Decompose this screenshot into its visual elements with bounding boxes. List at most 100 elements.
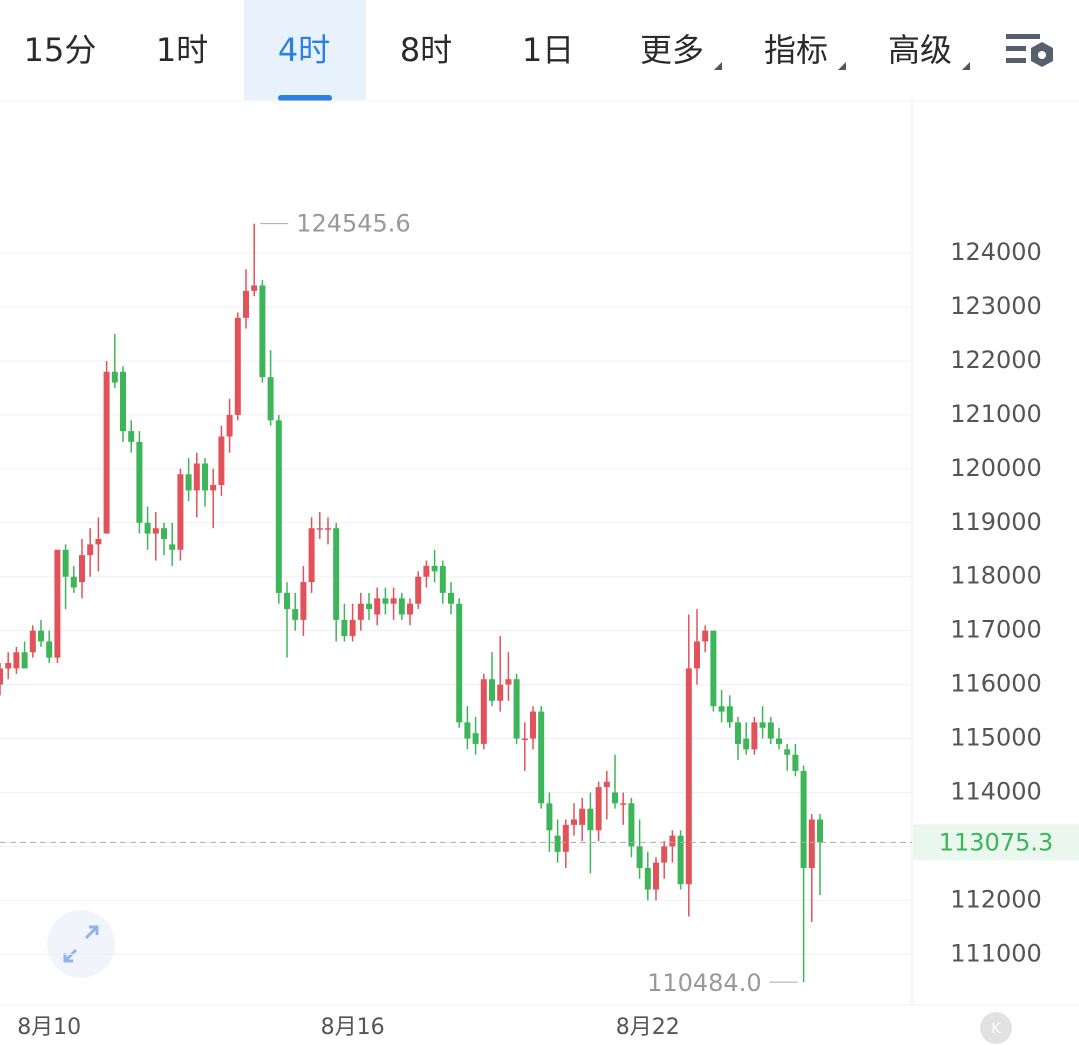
candle-body	[29, 630, 36, 653]
candle-body	[0, 668, 3, 685]
candle-body	[226, 414, 233, 437]
candle-body	[776, 738, 782, 744]
candle-body	[472, 733, 479, 744]
x-tick-label: 8月22	[616, 1015, 680, 1040]
candle-body	[398, 598, 405, 615]
candle-body	[193, 463, 200, 491]
x-tick-label: 8月16	[321, 1015, 385, 1040]
candle-body	[653, 862, 659, 890]
candle-body	[243, 290, 249, 318]
candle-body	[677, 835, 684, 885]
candle-body	[562, 824, 569, 852]
candle-body	[751, 722, 758, 750]
y-tick-label: 124000	[950, 238, 1042, 266]
candle-body	[726, 706, 733, 723]
tab[interactable]: 指标	[764, 31, 828, 69]
candle-body	[743, 738, 750, 750]
candle-body	[79, 555, 85, 583]
candle-body	[702, 630, 709, 642]
candle-body	[603, 781, 610, 788]
candle-body	[87, 544, 94, 556]
last-price-box	[913, 824, 1079, 861]
candle-body	[46, 641, 53, 658]
tab[interactable]: 更多	[640, 31, 704, 69]
tab[interactable]: 1时	[156, 31, 208, 69]
candle-body	[54, 549, 61, 658]
tab[interactable]: 8时	[400, 31, 452, 69]
candle-body	[128, 431, 135, 442]
candle-body	[357, 603, 364, 620]
dropdown-caret	[962, 62, 970, 70]
candle-body	[374, 598, 381, 615]
candle-body	[685, 668, 692, 885]
candle-body	[579, 808, 586, 825]
candle-body	[612, 792, 618, 804]
candle-body	[800, 770, 807, 868]
k-icon: K	[991, 1021, 1001, 1037]
expand-icon	[63, 925, 99, 963]
y-tick-label: 111000	[950, 939, 1042, 967]
candle-body	[300, 582, 307, 620]
candle-body	[480, 679, 487, 744]
candle-body	[456, 603, 463, 723]
dropdown-caret	[714, 62, 722, 70]
candle-body	[415, 576, 422, 604]
candle-body	[5, 663, 12, 669]
candle-body	[308, 528, 315, 583]
candle-body	[202, 463, 208, 491]
candle-body	[644, 867, 651, 890]
candle-body	[325, 528, 331, 530]
candle-body	[366, 603, 372, 610]
y-tick-label: 117000	[950, 616, 1042, 644]
candle-body	[595, 787, 602, 831]
last-price-label: 113075.3	[939, 828, 1054, 856]
y-tick-label: 120000	[950, 454, 1042, 482]
candle-body	[62, 549, 69, 577]
y-tick-label: 119000	[950, 508, 1042, 536]
candle-body	[284, 592, 290, 610]
candle-body	[587, 808, 594, 831]
candle-body	[70, 576, 77, 588]
candle-body	[169, 544, 176, 550]
candle-body	[218, 436, 225, 486]
tab[interactable]: 1日	[522, 31, 574, 69]
settings-icon[interactable]	[1006, 34, 1053, 67]
expand-button[interactable]	[47, 910, 115, 978]
candle-body	[817, 819, 823, 843]
candle-body	[341, 619, 348, 637]
candle-body	[636, 846, 643, 868]
candle-body	[177, 474, 184, 550]
candle-body	[333, 528, 340, 620]
candle-body	[710, 630, 717, 707]
candle-body	[464, 722, 471, 739]
active-tab-bg	[244, 0, 366, 100]
candle-body	[808, 819, 815, 868]
candle-body	[669, 835, 676, 847]
active-tab-indicator	[278, 95, 332, 101]
candle-body	[111, 371, 118, 383]
low-label: 110484.0	[647, 969, 762, 997]
candle-body	[120, 371, 126, 432]
y-tick-label: 121000	[950, 400, 1042, 428]
candle-body	[185, 474, 192, 491]
k-button[interactable]	[980, 1012, 1012, 1044]
candle-body	[431, 565, 438, 572]
candle-body	[292, 609, 299, 620]
high-label: 124545.6	[296, 210, 411, 238]
tab[interactable]: 高级	[888, 31, 952, 69]
candle-body	[423, 565, 430, 577]
candle-body	[144, 522, 151, 534]
candle-body	[21, 652, 28, 669]
tab[interactable]: 4时	[278, 31, 330, 69]
tab[interactable]: 15分	[24, 31, 97, 69]
candle-body	[554, 835, 561, 852]
candle-body	[439, 565, 446, 593]
candle-body	[316, 528, 323, 530]
dropdown-caret	[838, 62, 846, 70]
candle-body	[792, 754, 799, 771]
candle-body	[718, 706, 725, 712]
candle-body	[505, 679, 512, 685]
candle-body	[210, 485, 217, 491]
candle-body	[661, 846, 668, 863]
